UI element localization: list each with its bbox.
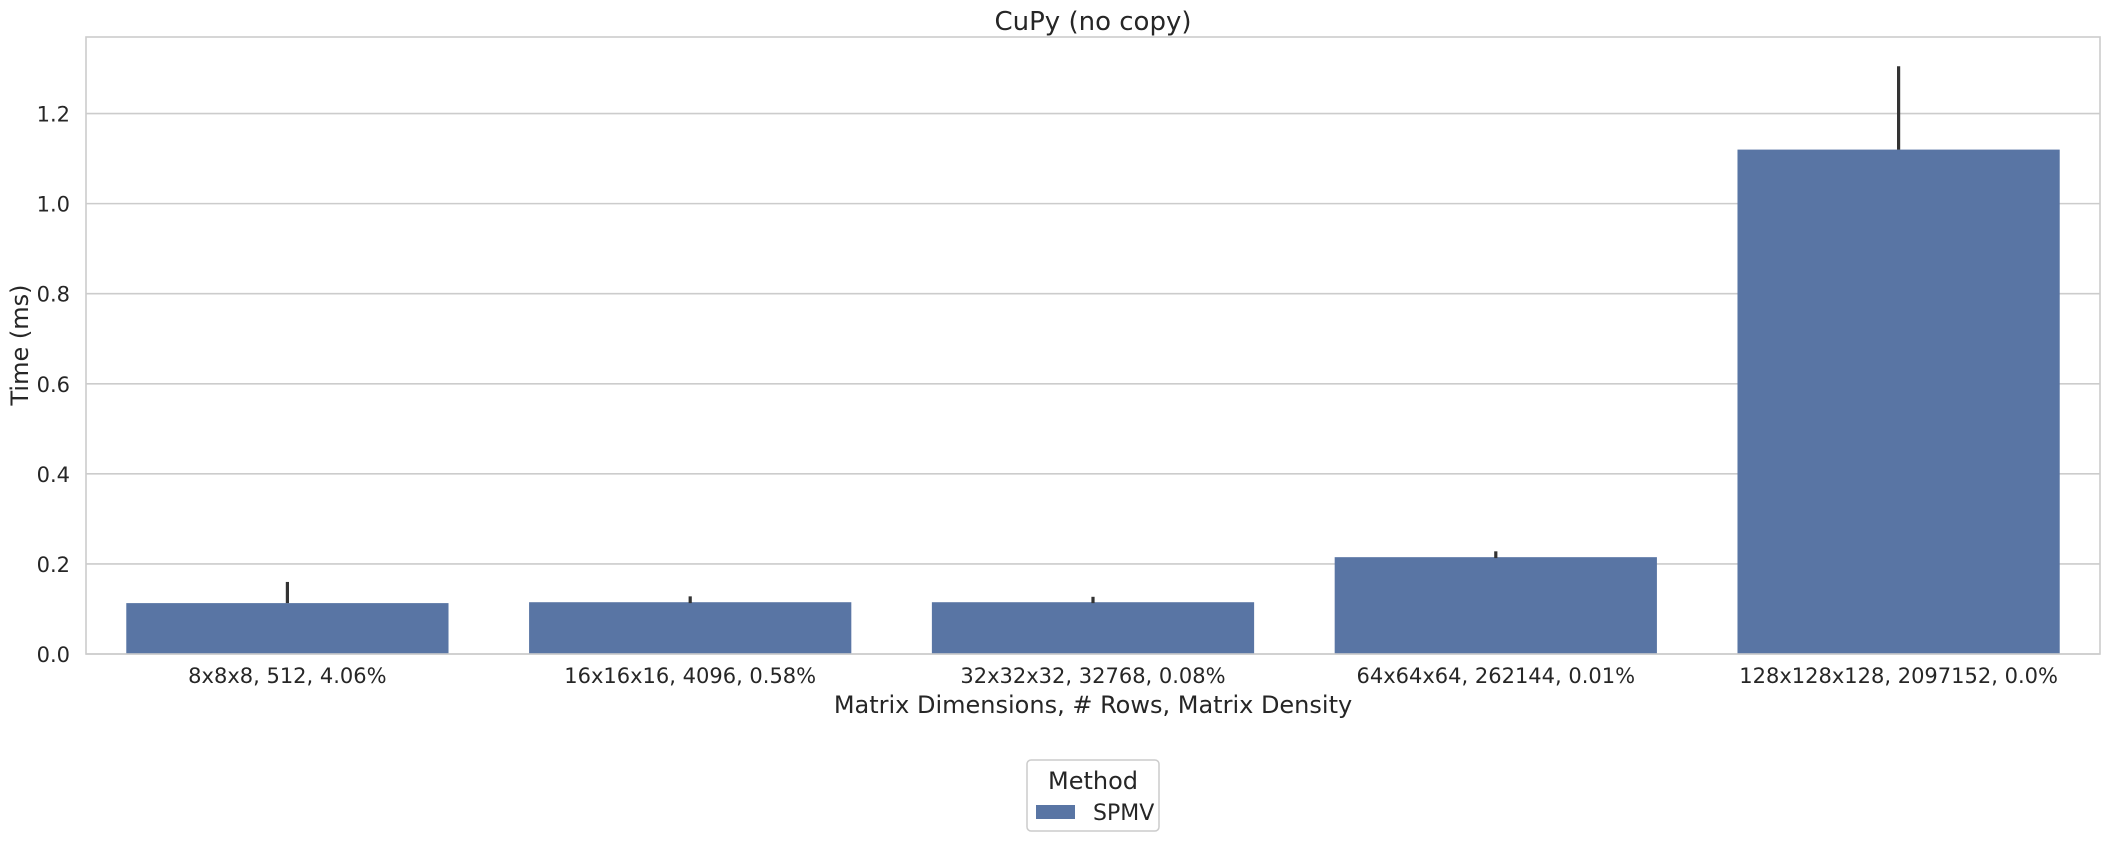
y-tick-label: 0.6 [37,373,70,397]
legend-swatch-spmv [1036,805,1075,819]
y-tick-label: 1.2 [37,103,70,127]
bar-spmv [1334,557,1657,654]
bar-spmv [931,602,1255,654]
y-tick-label: 0.8 [37,283,70,307]
y-tick-label: 0.2 [37,553,70,577]
y-axis-label: Time (ms) [6,285,34,407]
x-tick-label: 128x128x128, 2097152, 0.0% [1739,664,2058,688]
bars-layer [126,149,2060,654]
legend-entry-spmv: SPMV [1093,801,1154,826]
x-tick-label: 64x64x64, 262144, 0.01% [1356,664,1635,688]
x-tick-label: 8x8x8, 512, 4.06% [188,664,386,688]
legend-title: Method [1048,767,1138,795]
y-tick-label: 1.0 [37,193,70,217]
y-tick-label: 0.4 [37,463,70,487]
x-tick-labels: 8x8x8, 512, 4.06% 16x16x16, 4096, 0.58% 32… [188,664,2058,688]
bar-spmv [1737,149,2060,654]
x-tick-label: 16x16x16, 4096, 0.58% [564,664,816,688]
grid-layer [86,112,2100,655]
bar-spmv [126,603,449,654]
legend: Method SPMV [1026,759,1160,832]
plot-frame [85,36,2101,655]
bar-spmv [529,602,852,654]
x-axis-label: Matrix Dimensions, # Rows, Matrix Densit… [834,691,1352,719]
y-tick-labels: 0.0 0.2 0.4 0.6 0.8 1.0 1.2 [37,103,70,667]
error-bars-layer [285,66,1901,604]
x-tick-label: 32x32x32, 32768, 0.08% [960,664,1225,688]
y-tick-label: 0.0 [37,643,70,667]
chart-title: CuPy (no copy) [995,7,1192,37]
